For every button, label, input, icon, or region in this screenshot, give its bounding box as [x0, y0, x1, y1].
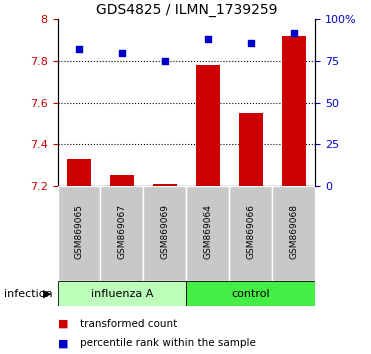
- Text: GSM869066: GSM869066: [246, 204, 255, 259]
- Bar: [144, 186, 186, 281]
- Bar: [110, 176, 134, 186]
- Bar: [239, 113, 263, 186]
- Text: GSM869067: GSM869067: [118, 204, 127, 259]
- Bar: [58, 186, 101, 281]
- Bar: [229, 186, 272, 281]
- Point: [162, 58, 168, 64]
- Text: GSM869064: GSM869064: [203, 204, 213, 259]
- Text: transformed count: transformed count: [80, 319, 177, 329]
- Bar: [282, 36, 306, 186]
- Title: GDS4825 / ILMN_1739259: GDS4825 / ILMN_1739259: [96, 3, 277, 17]
- Text: percentile rank within the sample: percentile rank within the sample: [80, 338, 256, 348]
- Point: [205, 36, 211, 42]
- Bar: [187, 281, 315, 306]
- Text: GSM869065: GSM869065: [75, 204, 83, 259]
- Bar: [196, 65, 220, 186]
- Point: [248, 40, 254, 46]
- Text: GSM869068: GSM869068: [289, 204, 298, 259]
- Bar: [153, 184, 177, 186]
- Bar: [187, 186, 229, 281]
- Point: [291, 30, 297, 36]
- Point: [119, 50, 125, 56]
- Text: GSM869069: GSM869069: [160, 204, 170, 259]
- Bar: [272, 186, 315, 281]
- Text: influenza A: influenza A: [91, 289, 153, 299]
- Text: control: control: [232, 289, 270, 299]
- Bar: [101, 186, 144, 281]
- Bar: [67, 159, 91, 186]
- Text: ▶: ▶: [43, 289, 51, 299]
- Bar: [58, 281, 187, 306]
- Text: infection: infection: [4, 289, 52, 299]
- Text: ■: ■: [58, 338, 68, 348]
- Point: [76, 47, 82, 52]
- Text: ■: ■: [58, 319, 68, 329]
